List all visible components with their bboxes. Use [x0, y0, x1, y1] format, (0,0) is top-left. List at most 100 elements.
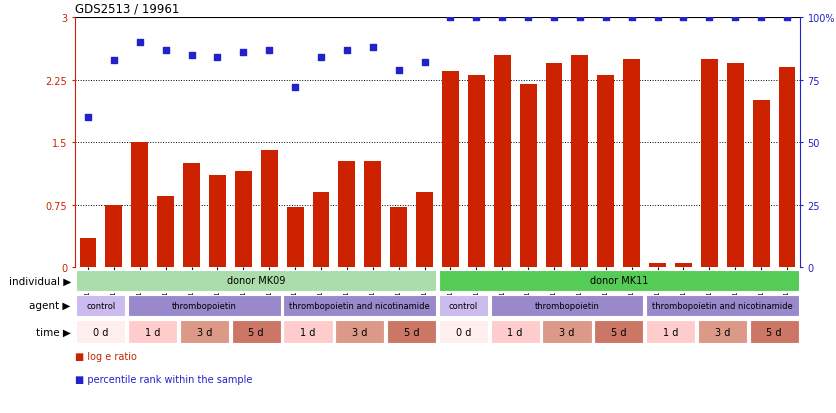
Bar	[128, 320, 177, 343]
Bar	[283, 320, 333, 343]
Point	[366, 45, 380, 51]
Text: 3 d: 3 d	[559, 327, 574, 337]
Point	[392, 67, 405, 74]
Bar	[442, 72, 459, 267]
Text: 5 d: 5 d	[404, 327, 420, 337]
Text: 3 d: 3 d	[715, 327, 730, 337]
Bar	[646, 295, 798, 316]
Point	[288, 85, 302, 91]
Bar	[491, 295, 644, 316]
Point	[599, 14, 613, 21]
Text: 5 d: 5 d	[248, 327, 264, 337]
Bar	[79, 238, 96, 267]
Bar	[650, 263, 666, 267]
Point	[211, 55, 224, 61]
Bar	[339, 162, 355, 267]
Text: 1 d: 1 d	[507, 327, 522, 337]
Bar	[468, 76, 485, 267]
Point	[573, 14, 587, 21]
Bar	[646, 320, 695, 343]
Bar	[76, 295, 125, 316]
Text: 0 d: 0 d	[93, 327, 109, 337]
Text: 1 d: 1 d	[663, 327, 678, 337]
Text: control: control	[449, 301, 478, 310]
Text: ■ percentile rank within the sample: ■ percentile rank within the sample	[75, 374, 252, 384]
Bar	[520, 85, 537, 267]
Point	[651, 14, 665, 21]
Bar	[387, 320, 436, 343]
Bar	[180, 320, 229, 343]
Text: agent ▶: agent ▶	[29, 301, 71, 311]
Text: 5 d: 5 d	[767, 327, 782, 337]
Bar	[439, 295, 488, 316]
Bar	[675, 263, 692, 267]
Bar	[752, 101, 770, 267]
Bar	[750, 320, 798, 343]
Bar	[624, 59, 640, 267]
Bar	[778, 68, 796, 267]
Text: thrombopoietin and nicotinamide: thrombopoietin and nicotinamide	[289, 301, 431, 310]
Bar	[726, 64, 744, 267]
Text: GDS2513 / 19961: GDS2513 / 19961	[75, 2, 180, 15]
Point	[522, 14, 535, 21]
Text: individual ▶: individual ▶	[8, 276, 71, 286]
Bar	[572, 55, 589, 267]
Text: 3 d: 3 d	[196, 327, 212, 337]
Bar	[128, 295, 281, 316]
Bar	[543, 320, 592, 343]
Point	[677, 14, 691, 21]
Point	[703, 14, 716, 21]
Point	[548, 14, 561, 21]
Point	[133, 40, 146, 46]
Point	[754, 14, 767, 21]
Bar	[594, 320, 644, 343]
Bar	[76, 271, 436, 291]
Bar	[283, 295, 436, 316]
Bar	[439, 320, 488, 343]
Text: 5 d: 5 d	[611, 327, 626, 337]
Point	[185, 52, 198, 59]
Point	[314, 55, 328, 61]
Point	[470, 14, 483, 21]
Point	[496, 14, 509, 21]
Point	[729, 14, 742, 21]
Point	[625, 14, 639, 21]
Bar	[390, 207, 407, 267]
Point	[340, 47, 354, 54]
Text: thrombopoietin: thrombopoietin	[172, 301, 237, 310]
Bar	[235, 172, 252, 267]
Bar	[364, 162, 381, 267]
Point	[159, 47, 172, 54]
Bar	[439, 271, 798, 291]
Text: thrombopoietin: thrombopoietin	[534, 301, 599, 310]
Text: 0 d: 0 d	[456, 327, 471, 337]
Point	[418, 59, 431, 66]
Bar	[416, 192, 433, 267]
Bar	[698, 320, 747, 343]
Bar	[546, 64, 563, 267]
Bar	[701, 59, 718, 267]
Bar	[287, 207, 303, 267]
Bar	[261, 151, 278, 267]
Text: donor MK09: donor MK09	[227, 276, 285, 286]
Text: 1 d: 1 d	[145, 327, 161, 337]
Text: 1 d: 1 d	[300, 327, 316, 337]
Bar	[183, 164, 200, 267]
Bar	[105, 205, 122, 267]
Point	[237, 50, 250, 56]
Bar	[335, 320, 385, 343]
Point	[107, 57, 120, 64]
Point	[263, 47, 276, 54]
Text: donor MK11: donor MK11	[589, 276, 648, 286]
Text: ■ log e ratio: ■ log e ratio	[75, 351, 137, 361]
Text: time ▶: time ▶	[36, 327, 71, 337]
Bar	[491, 320, 540, 343]
Bar	[131, 142, 148, 267]
Bar	[209, 176, 226, 267]
Bar	[76, 320, 125, 343]
Bar	[313, 192, 329, 267]
Bar	[232, 320, 281, 343]
Point	[780, 14, 793, 21]
Bar	[157, 197, 174, 267]
Bar	[598, 76, 614, 267]
